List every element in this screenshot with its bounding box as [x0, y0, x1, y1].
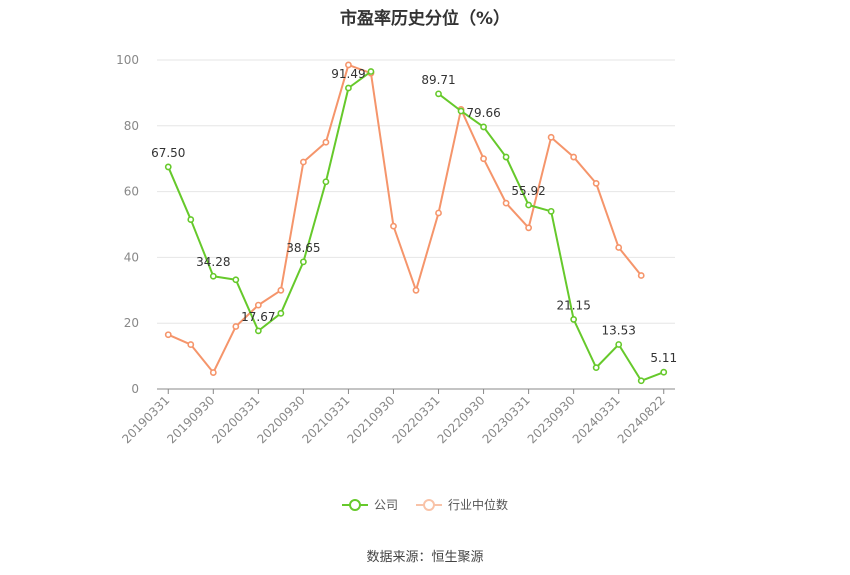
x-tick-label: 20200331 [209, 393, 262, 446]
x-tick-label: 20190930 [164, 393, 217, 446]
data-label: 5.11 [650, 351, 677, 365]
data-point [164, 331, 172, 339]
chart-title: 市盈率历史分位（%） [339, 9, 511, 29]
data-point [435, 90, 442, 98]
data-label: 89.71 [421, 73, 455, 87]
series-company [164, 68, 668, 385]
y-tick-label: 80 [124, 119, 139, 133]
data-point [299, 258, 307, 266]
series-line [167, 70, 372, 332]
data-point [277, 309, 285, 317]
x-tick-label: 20210331 [299, 393, 352, 446]
x-tick-label: 20230930 [525, 393, 578, 446]
data-label: 21.15 [556, 298, 590, 312]
data-point [570, 153, 578, 161]
data-point [480, 123, 487, 131]
legend: 公司 行业中位数 [0, 496, 850, 513]
x-tick-label: 20240822 [615, 393, 668, 446]
data-point [637, 272, 645, 279]
x-tick-label: 20190331 [119, 393, 172, 446]
x-tick-label: 20220331 [390, 393, 443, 446]
data-label: 79.66 [466, 106, 500, 120]
data-point [592, 179, 600, 187]
data-point [502, 153, 510, 161]
data-label: 13.53 [602, 323, 636, 337]
data-point [525, 224, 533, 232]
data-point [299, 158, 307, 166]
data-point [254, 301, 262, 309]
data-point [615, 341, 623, 348]
data-label: 91.49 [331, 67, 365, 81]
data-point [615, 244, 623, 251]
data-point [547, 133, 555, 141]
data-source-note: 数据来源：恒生聚源 [366, 550, 484, 565]
x-tick-label: 20200930 [254, 393, 307, 446]
data-point [164, 163, 172, 171]
data-label: 67.50 [151, 146, 185, 160]
y-tick-label: 100 [116, 53, 139, 67]
data-label: 17.67 [241, 310, 275, 324]
data-point [345, 61, 352, 69]
legend-label-industry-median: 行业中位数 [448, 498, 509, 512]
y-tick-label: 20 [124, 316, 139, 330]
series-line [167, 63, 642, 374]
data-point [480, 155, 487, 163]
data-point [525, 201, 533, 209]
legend-swatch-company [341, 498, 368, 512]
data-point [345, 84, 352, 92]
y-tick-label: 40 [124, 250, 139, 264]
x-tick-label: 20230331 [480, 393, 533, 446]
data-point [322, 178, 330, 186]
data-point [187, 341, 195, 348]
data-point [187, 216, 195, 223]
data-point [209, 272, 217, 280]
legend-swatch-industry-median [416, 498, 442, 512]
x-tick-label: 20220930 [435, 393, 488, 446]
data-point [502, 199, 510, 207]
series-industry-median [164, 61, 645, 376]
label-layer: 67.50 34.28 17.67 38.65 91.49 89.71 79.66 55.92… [151, 67, 677, 365]
data-point [637, 377, 645, 385]
data-point [570, 316, 578, 323]
data-point [367, 68, 375, 75]
data-label: 38.65 [286, 241, 320, 255]
x-tick-label: 20210930 [345, 393, 398, 446]
data-point [390, 222, 397, 230]
data-point [277, 286, 285, 294]
data-point [412, 286, 420, 294]
data-point [660, 368, 668, 376]
legend-item-industry-median[interactable]: 行业中位数 [416, 496, 508, 513]
data-point [232, 276, 240, 284]
data-label: 55.92 [511, 184, 545, 198]
data-point [435, 209, 442, 217]
data-label: 34.28 [196, 255, 230, 269]
data-point [254, 327, 262, 335]
data-point [322, 138, 330, 146]
legend-label-company: 公司 [373, 498, 398, 512]
series-layer [164, 61, 668, 385]
data-point [592, 364, 600, 372]
x-tick-label: 20240331 [570, 393, 623, 446]
data-point [209, 369, 217, 376]
legend-item-company[interactable]: 公司 [341, 496, 398, 513]
axis-layer: 0 20 40 60 80 100 2019033120190930202003312020… [116, 53, 675, 446]
y-tick-label: 0 [131, 382, 139, 396]
data-point [457, 107, 465, 115]
y-tick-label: 60 [124, 185, 139, 199]
data-point [232, 323, 240, 330]
grid-layer [157, 59, 675, 324]
data-point [547, 207, 555, 215]
